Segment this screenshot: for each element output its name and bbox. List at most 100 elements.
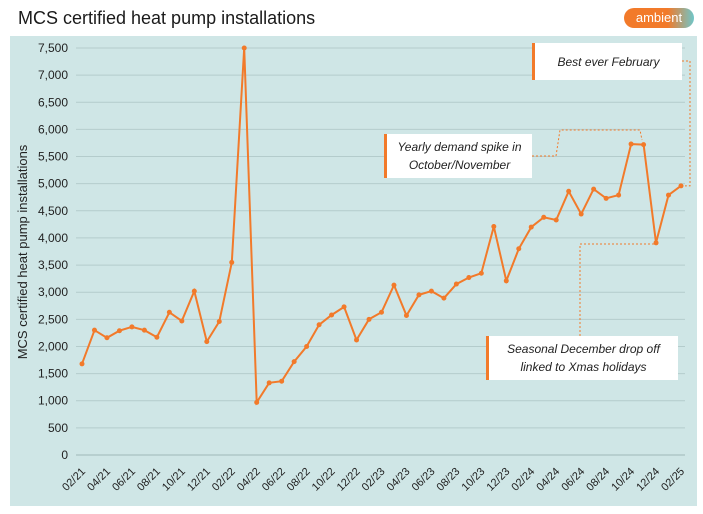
data-point	[229, 259, 235, 265]
data-point	[628, 141, 634, 147]
connector-yearly-spike	[532, 129, 643, 157]
annotation-text: Yearly demand spike in October/November	[397, 140, 522, 172]
x-tick-label: 06/22	[260, 466, 288, 494]
data-point	[316, 322, 322, 328]
data-point	[354, 337, 360, 343]
data-point	[491, 224, 497, 230]
data-point	[553, 217, 559, 223]
y-tick-label: 4,000	[38, 231, 68, 245]
data-point	[641, 142, 647, 148]
x-tick-label: 10/23	[460, 466, 488, 494]
annotation-december-drop: Seasonal December drop off linked to Xma…	[486, 336, 678, 380]
x-tick-label: 02/23	[360, 466, 388, 494]
data-point	[441, 295, 447, 301]
annotation-connectors	[532, 60, 691, 336]
data-point	[79, 361, 85, 367]
data-point	[478, 270, 484, 276]
data-point	[403, 313, 409, 319]
x-tick-label: 02/22	[210, 466, 238, 494]
data-point	[391, 282, 397, 288]
data-point	[653, 240, 659, 246]
y-tick-label: 0	[61, 448, 68, 462]
data-point	[291, 359, 297, 365]
y-axis-label: MCS certified heat pump installations	[15, 144, 30, 359]
x-tick-label: 08/23	[435, 466, 463, 494]
chart-title: MCS certified heat pump installations	[18, 8, 316, 28]
x-axis-ticks: 02/2104/2106/2108/2110/2112/2102/2204/22…	[60, 466, 687, 494]
y-tick-label: 5,000	[38, 177, 68, 191]
data-point	[603, 195, 609, 201]
connector-december-drop	[579, 243, 659, 336]
data-point	[466, 275, 472, 281]
data-point	[204, 339, 210, 345]
x-tick-label: 08/22	[285, 466, 313, 494]
x-tick-label: 04/23	[385, 466, 413, 494]
x-tick-label: 12/23	[484, 466, 512, 494]
y-tick-label: 3,000	[38, 285, 68, 299]
data-point	[154, 334, 160, 340]
annotation-text: Seasonal December drop off linked to Xma…	[507, 342, 660, 374]
data-point	[116, 328, 122, 334]
annotation-text: Best ever February	[557, 54, 660, 69]
x-tick-label: 06/23	[410, 466, 438, 494]
data-point	[678, 183, 684, 189]
data-point	[428, 288, 434, 294]
x-tick-label: 12/21	[185, 466, 213, 494]
data-point	[191, 288, 197, 294]
data-point	[241, 45, 247, 51]
x-tick-label: 04/21	[85, 466, 113, 494]
y-tick-label: 1,500	[38, 367, 68, 381]
annotation-yearly-spike: Yearly demand spike in October/November	[384, 134, 532, 178]
series-points	[79, 45, 684, 405]
x-tick-label: 10/21	[160, 466, 188, 494]
grid-lines	[76, 47, 685, 456]
data-point	[304, 343, 310, 349]
y-axis-ticks: 0 500 1,000 1,500 2,000 2,500 3,000 3,500 4,000 4…	[38, 41, 68, 462]
data-point	[566, 188, 572, 194]
x-tick-label: 08/21	[135, 466, 163, 494]
data-point	[166, 309, 172, 315]
data-point	[341, 304, 347, 310]
y-tick-label: 5,500	[38, 150, 68, 164]
data-point	[528, 224, 534, 230]
data-point	[91, 327, 97, 333]
y-tick-label: 500	[48, 421, 68, 435]
data-point	[541, 214, 547, 220]
x-tick-label: 04/24	[534, 466, 562, 494]
annotation-best-february: Best ever February	[532, 43, 682, 80]
data-point	[453, 281, 459, 287]
x-tick-label: 12/24	[634, 466, 662, 494]
data-point	[516, 246, 522, 252]
y-tick-label: 2,000	[38, 339, 68, 353]
data-point	[254, 399, 260, 405]
x-tick-label: 06/24	[559, 466, 587, 494]
x-tick-label: 02/24	[509, 466, 537, 494]
connector-best-february	[682, 60, 691, 187]
y-tick-label: 7,000	[38, 68, 68, 82]
y-tick-label: 7,500	[38, 41, 68, 55]
y-tick-label: 6,500	[38, 95, 68, 109]
y-tick-label: 6,000	[38, 122, 68, 136]
data-point	[379, 309, 384, 315]
data-point	[104, 335, 110, 341]
data-point	[266, 380, 272, 386]
data-point	[216, 319, 222, 325]
y-tick-label: 4,500	[38, 204, 68, 218]
data-point	[666, 192, 672, 198]
data-point	[578, 211, 584, 217]
x-tick-label: 04/22	[235, 466, 263, 494]
data-point	[329, 312, 335, 318]
data-point	[366, 316, 372, 322]
x-tick-label: 02/21	[60, 466, 88, 494]
data-point	[179, 318, 185, 324]
y-tick-label: 2,500	[38, 312, 68, 326]
x-tick-label: 06/21	[110, 466, 138, 494]
x-tick-label: 10/24	[609, 466, 637, 494]
data-point	[591, 186, 597, 192]
x-tick-label: 12/22	[335, 466, 363, 494]
data-point	[279, 378, 285, 384]
data-point	[416, 292, 422, 298]
x-tick-label: 02/25	[659, 466, 687, 494]
data-point	[129, 324, 135, 330]
data-point	[503, 278, 509, 284]
